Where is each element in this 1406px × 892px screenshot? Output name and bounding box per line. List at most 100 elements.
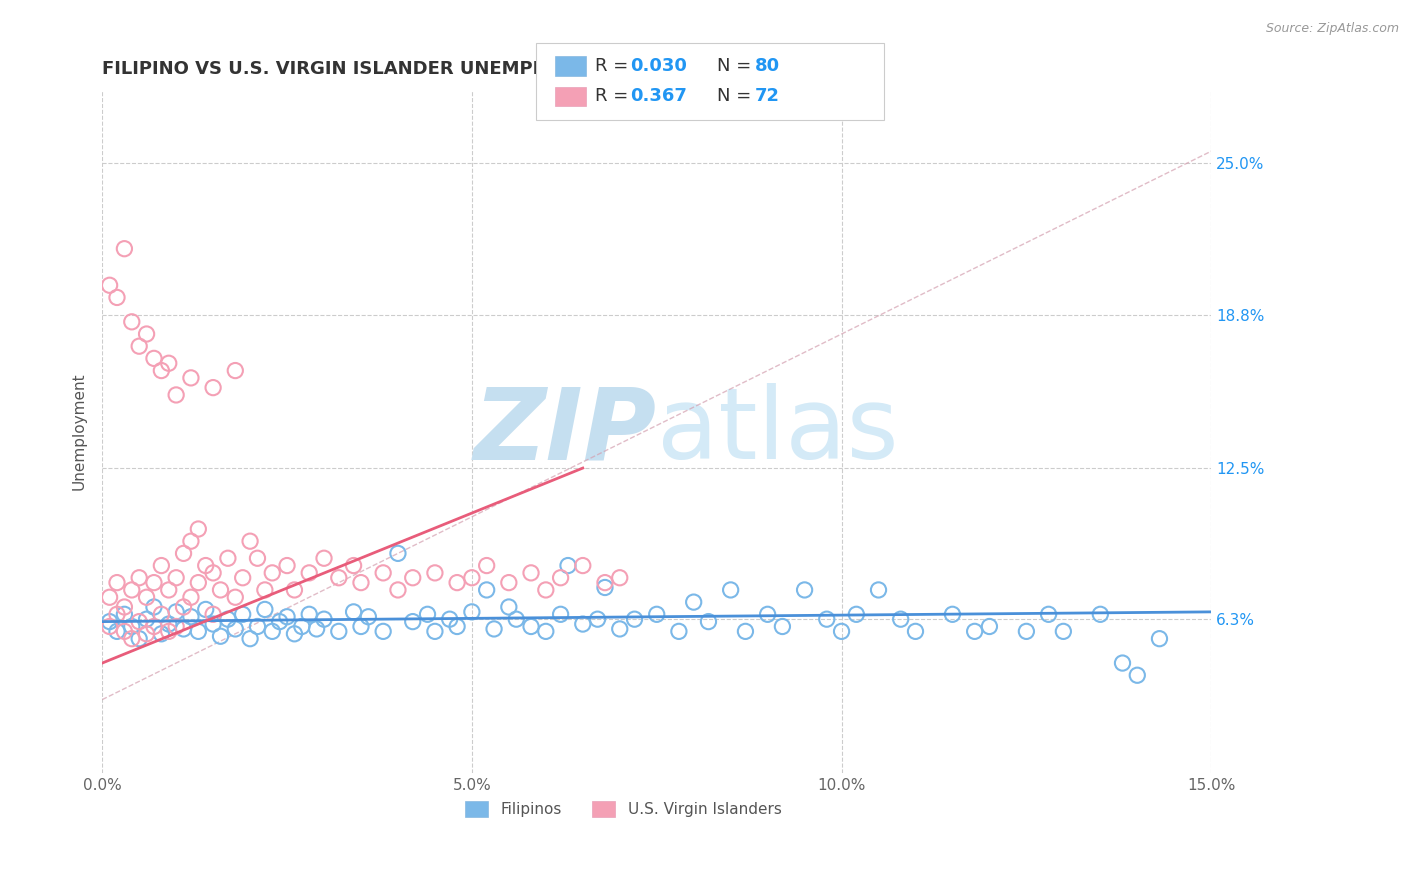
Point (105, 290, 128, 304)
Text: 80: 80 (755, 57, 780, 75)
Point (165, 571, 187, 585)
Point (298, 607, 321, 622)
Point (593, 575, 616, 590)
Point (645, 607, 668, 622)
Point (98, 591, 121, 605)
Point (550, 607, 572, 622)
Point (963, 624, 986, 639)
Text: 72: 72 (755, 87, 780, 105)
Point (246, 619, 269, 633)
Point (373, 566, 395, 580)
Point (224, 363, 246, 377)
Point (520, 619, 543, 633)
Point (312, 612, 335, 626)
Point (461, 571, 484, 585)
Point (534, 582, 557, 597)
Point (498, 599, 520, 614)
Point (202, 607, 225, 622)
Point (269, 615, 291, 629)
Point (209, 582, 232, 597)
Point (609, 622, 631, 636)
Point (312, 551, 335, 566)
Point (623, 612, 645, 626)
Point (941, 607, 963, 622)
Point (253, 582, 276, 597)
Point (98, 278, 121, 293)
Point (128, 632, 150, 646)
Point (157, 617, 180, 632)
Point (135, 627, 157, 641)
Point (1015, 624, 1038, 639)
Point (793, 582, 815, 597)
Point (357, 609, 380, 624)
Point (232, 607, 254, 622)
Point (128, 339, 150, 353)
Point (571, 558, 593, 573)
Point (342, 605, 364, 619)
Point (180, 609, 202, 624)
Point (165, 388, 187, 402)
Point (105, 575, 128, 590)
Point (283, 582, 305, 597)
Point (143, 619, 166, 633)
Point (150, 363, 173, 377)
Point (135, 591, 157, 605)
Text: R =: R = (595, 87, 634, 105)
Point (187, 522, 209, 536)
Point (128, 571, 150, 585)
Point (505, 612, 527, 626)
Text: Source: ZipAtlas.com: Source: ZipAtlas.com (1265, 22, 1399, 36)
Point (482, 622, 505, 636)
Point (593, 581, 616, 595)
Point (682, 595, 704, 609)
Point (586, 612, 609, 626)
Point (105, 624, 128, 639)
Point (128, 615, 150, 629)
Legend: Filipinos, U.S. Virgin Islanders: Filipinos, U.S. Virgin Islanders (460, 795, 787, 823)
Point (202, 381, 225, 395)
Point (209, 629, 232, 643)
Point (239, 534, 262, 549)
Point (202, 566, 225, 580)
Text: N =: N = (717, 87, 756, 105)
Point (112, 607, 135, 622)
Point (173, 546, 195, 560)
Point (143, 351, 166, 366)
Point (180, 371, 202, 385)
Point (342, 558, 364, 573)
Point (845, 607, 868, 622)
Point (194, 558, 217, 573)
Point (770, 619, 793, 633)
Point (194, 602, 217, 616)
Text: atlas: atlas (657, 383, 898, 480)
Point (373, 624, 395, 639)
Point (246, 551, 269, 566)
Point (868, 582, 890, 597)
Point (328, 571, 350, 585)
Point (550, 571, 572, 585)
Point (173, 622, 195, 636)
Point (439, 612, 461, 626)
Point (446, 575, 468, 590)
Point (112, 624, 135, 639)
Point (1111, 656, 1133, 670)
Point (150, 627, 173, 641)
Point (475, 582, 498, 597)
Y-axis label: Unemployment: Unemployment (72, 373, 86, 491)
Point (831, 624, 853, 639)
Point (224, 622, 246, 636)
Point (121, 582, 143, 597)
Point (423, 624, 446, 639)
Point (105, 607, 128, 622)
Point (150, 607, 173, 622)
Point (180, 591, 202, 605)
Point (253, 602, 276, 616)
Point (402, 571, 425, 585)
Point (1149, 632, 1171, 646)
Point (112, 242, 135, 256)
Point (98, 619, 121, 633)
Point (534, 624, 557, 639)
Point (609, 571, 631, 585)
Point (262, 566, 284, 580)
Point (165, 619, 187, 633)
